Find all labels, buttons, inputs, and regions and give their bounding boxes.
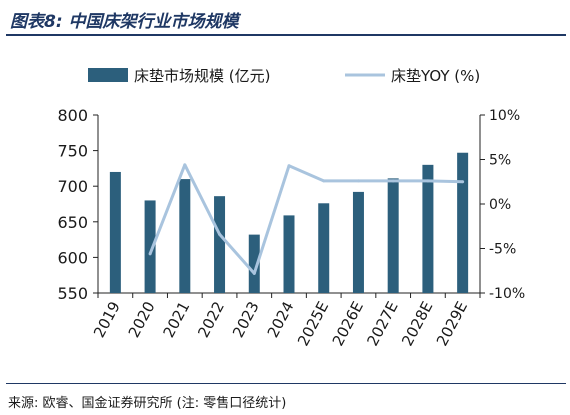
bar-2024	[283, 215, 295, 293]
x-tick-label: 2024	[264, 298, 298, 340]
x-tick-label: 2029E	[433, 298, 471, 349]
yoy-point-2021	[183, 163, 187, 167]
bar-2029E	[457, 152, 469, 293]
legend-line-label: 床垫YOY (%)	[391, 67, 480, 85]
x-tick-label: 2021	[160, 298, 194, 340]
y2-tick-label: -10%	[489, 286, 525, 302]
bar-2019	[109, 171, 121, 293]
y2-tick-label: 5%	[489, 153, 511, 169]
legend-bar-swatch	[88, 68, 128, 82]
y-tick-label: 650	[57, 213, 88, 232]
chart-legend: 床垫市场规模 (亿元) 床垫YOY (%)	[88, 67, 480, 85]
x-tick-label: 2020	[125, 298, 159, 340]
y2-tick-label: 10%	[489, 108, 520, 124]
bar-2022	[214, 196, 226, 293]
yoy-point-2027E	[391, 179, 395, 183]
bar-2020	[144, 200, 156, 293]
yoy-point-2020	[148, 252, 152, 256]
bar-2027E	[387, 178, 399, 293]
yoy-point-2025E	[322, 179, 326, 183]
bar-2023	[248, 234, 260, 293]
yoy-point-2022	[218, 232, 222, 236]
yoy-point-2023	[252, 271, 256, 275]
bar-2028E	[422, 164, 434, 293]
y-tick-label: 550	[57, 284, 88, 303]
line-series	[148, 163, 465, 275]
bar-series	[109, 152, 469, 293]
y2-tick-label: 0%	[489, 197, 511, 213]
x-tick-label: 2022	[194, 298, 228, 340]
footer-divider	[6, 383, 566, 384]
x-tick-label: 2027E	[363, 298, 401, 349]
y2-tick-label: -5%	[489, 242, 516, 258]
legend-bar-label: 床垫市场规模 (亿元)	[134, 67, 270, 85]
title-divider	[6, 34, 566, 36]
x-tick-label: 2026E	[329, 298, 367, 349]
bar-2021	[179, 179, 191, 293]
bar-2026E	[352, 191, 364, 293]
chart: 床垫市场规模 (亿元) 床垫YOY (%) 550 600 650 700 750 800…	[57, 67, 525, 349]
x-tick-label: 2025E	[294, 298, 332, 349]
figure-header: 图表8: 中国床架行业市场规模	[6, 4, 566, 36]
y-tick-label: 700	[57, 177, 88, 196]
bar-2025E	[318, 203, 330, 293]
yoy-point-2029E	[461, 180, 465, 184]
source-note: 来源: 欧睿、国金证券研究所 (注: 零售口径统计)	[8, 396, 287, 411]
yoy-point-2024	[287, 164, 291, 168]
x-tick-label: 2028E	[398, 298, 436, 349]
y-tick-label: 800	[57, 106, 88, 125]
y-tick-label: 750	[57, 142, 88, 161]
yoy-line	[148, 163, 463, 275]
x-tick-label: 2019	[90, 298, 124, 340]
yoy-point-2028E	[426, 179, 430, 183]
figure-title: 图表8: 中国床架行业市场规模	[10, 12, 239, 32]
yoy-point-2026E	[356, 179, 360, 183]
y-tick-label: 600	[57, 248, 88, 267]
x-tick-label: 2023	[229, 298, 263, 340]
